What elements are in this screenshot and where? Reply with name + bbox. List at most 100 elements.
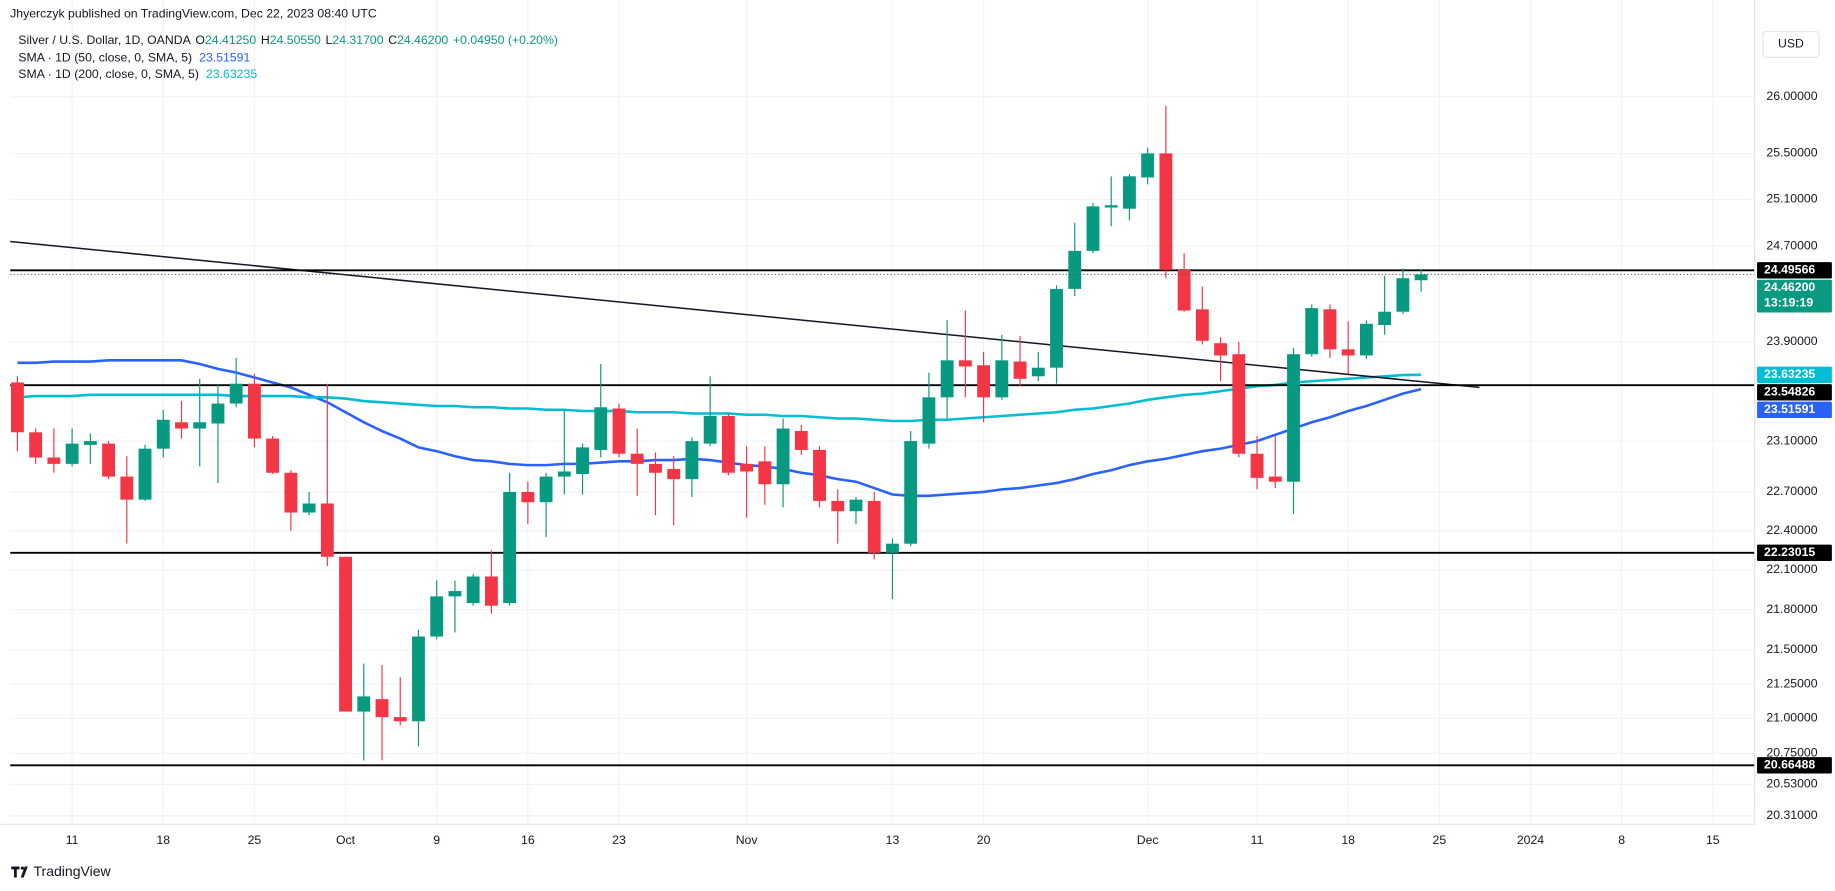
axes: 26.00000 25.50000 25.10000 24.70000 23.90000… xyxy=(66,89,1818,847)
x-tick-label: 13 xyxy=(886,833,900,847)
candle-body xyxy=(102,443,116,477)
candle-body xyxy=(1050,288,1063,368)
candle-body xyxy=(831,500,845,512)
x-tick-label: 11 xyxy=(66,833,79,847)
price-badge xyxy=(1757,544,1832,561)
candle-body xyxy=(794,431,808,450)
ohlc-value: 24.50550 xyxy=(270,33,321,47)
candle-body xyxy=(1341,349,1355,356)
candle-body xyxy=(284,472,298,513)
candle-body xyxy=(120,476,134,500)
candle-body xyxy=(10,382,24,433)
candle-body xyxy=(156,419,170,449)
y-tick-label: 21.80000 xyxy=(1766,602,1817,616)
candle-body xyxy=(211,403,225,424)
y-tick-label: 22.70000 xyxy=(1766,484,1817,498)
ohlc-key: H xyxy=(261,33,270,47)
candle-body xyxy=(958,360,972,367)
price-badge-label: 20.66488 xyxy=(1764,758,1815,772)
byline: Jhyerczyk published on TradingView.com, … xyxy=(10,6,377,20)
y-tick-label: 20.53000 xyxy=(1766,777,1817,791)
candle-body xyxy=(904,441,918,544)
legend-entry: SMA · 1D (200, close, 0, SMA, 5) xyxy=(18,67,199,81)
price-badge-label: 13:19:19 xyxy=(1764,295,1813,309)
candle-body xyxy=(940,360,954,398)
candle-body xyxy=(1159,153,1173,270)
candle-body xyxy=(703,416,717,444)
y-tick-label: 26.00000 xyxy=(1766,89,1817,103)
x-tick-label: 2024 xyxy=(1517,833,1544,847)
candle-body xyxy=(667,468,681,480)
x-tick-label: Dec xyxy=(1137,833,1159,847)
price-badge xyxy=(1757,757,1832,774)
candle-body xyxy=(1104,205,1118,208)
candle-body xyxy=(247,383,261,439)
candle-body xyxy=(302,503,316,513)
y-tick-label: 23.10000 xyxy=(1766,433,1817,447)
candle-body xyxy=(1378,311,1392,326)
x-tick-label: 8 xyxy=(1618,833,1625,847)
y-tick-label: 24.70000 xyxy=(1766,238,1817,252)
candle-body xyxy=(995,360,1009,398)
x-tick-label: 16 xyxy=(521,833,535,847)
candle-body xyxy=(612,408,626,454)
x-tick-label: 9 xyxy=(433,833,440,847)
candle-body xyxy=(266,438,280,473)
price-badge xyxy=(1757,401,1832,419)
candle-body xyxy=(65,443,79,464)
candle-body xyxy=(375,699,389,718)
candle-body xyxy=(740,463,754,472)
candle-body xyxy=(867,500,881,553)
candle-body xyxy=(320,503,334,557)
ohlc-key: L xyxy=(326,33,333,47)
footer-logo: TradingView xyxy=(11,863,112,879)
candle-body xyxy=(557,471,571,477)
candle-body xyxy=(1031,367,1045,377)
ohlc-value: 24.31700 xyxy=(332,33,383,47)
ohlc-value: 24.46200 xyxy=(397,33,448,47)
candle-body xyxy=(1068,250,1082,289)
candle-body xyxy=(1268,476,1282,482)
candle-body xyxy=(193,422,207,429)
x-tick-label: 11 xyxy=(1251,833,1264,847)
candle-body xyxy=(1414,274,1428,281)
candle-body xyxy=(138,448,152,500)
candle-body xyxy=(503,491,517,604)
legend-value: 23.63235 xyxy=(206,67,257,81)
y-tick-label: 25.10000 xyxy=(1766,192,1817,206)
candle-body xyxy=(521,491,535,503)
sma-line xyxy=(17,359,1422,498)
price-badge-label: 24.49566 xyxy=(1764,263,1815,277)
candle-body xyxy=(1287,354,1300,482)
y-tick-label: 21.00000 xyxy=(1766,711,1817,725)
candle-body xyxy=(1250,453,1264,478)
candle-body xyxy=(47,457,61,464)
candle-body xyxy=(430,596,444,637)
price-badge xyxy=(1757,262,1832,279)
candle-body xyxy=(1359,323,1373,356)
ohlc-key: O xyxy=(195,33,205,47)
symbol-title: Silver / U.S. Dollar, 1D, OANDA xyxy=(18,33,191,47)
logo-mark xyxy=(11,866,28,878)
candle-body xyxy=(229,383,243,404)
legend: Silver / U.S. Dollar, 1D, OANDA O 24.41250… xyxy=(18,33,558,81)
x-tick-label: Nov xyxy=(736,833,759,847)
candle-body xyxy=(83,441,97,445)
price-badge xyxy=(1757,384,1832,401)
y-tick-label: 23.90000 xyxy=(1766,334,1817,348)
x-tick-label: 15 xyxy=(1706,833,1720,847)
candle-body xyxy=(922,397,936,444)
candle-body xyxy=(357,696,371,712)
candle-body xyxy=(594,407,608,450)
candle-body xyxy=(630,453,644,464)
currency-button[interactable] xyxy=(1762,30,1820,58)
candle-body xyxy=(721,416,735,473)
y-tick-label: 20.75000 xyxy=(1766,746,1817,760)
y-tick-label: 25.50000 xyxy=(1766,146,1817,160)
candle-body xyxy=(849,499,863,512)
candle-body xyxy=(1396,278,1410,312)
candle-body xyxy=(1086,206,1100,251)
candle-body xyxy=(339,556,352,712)
